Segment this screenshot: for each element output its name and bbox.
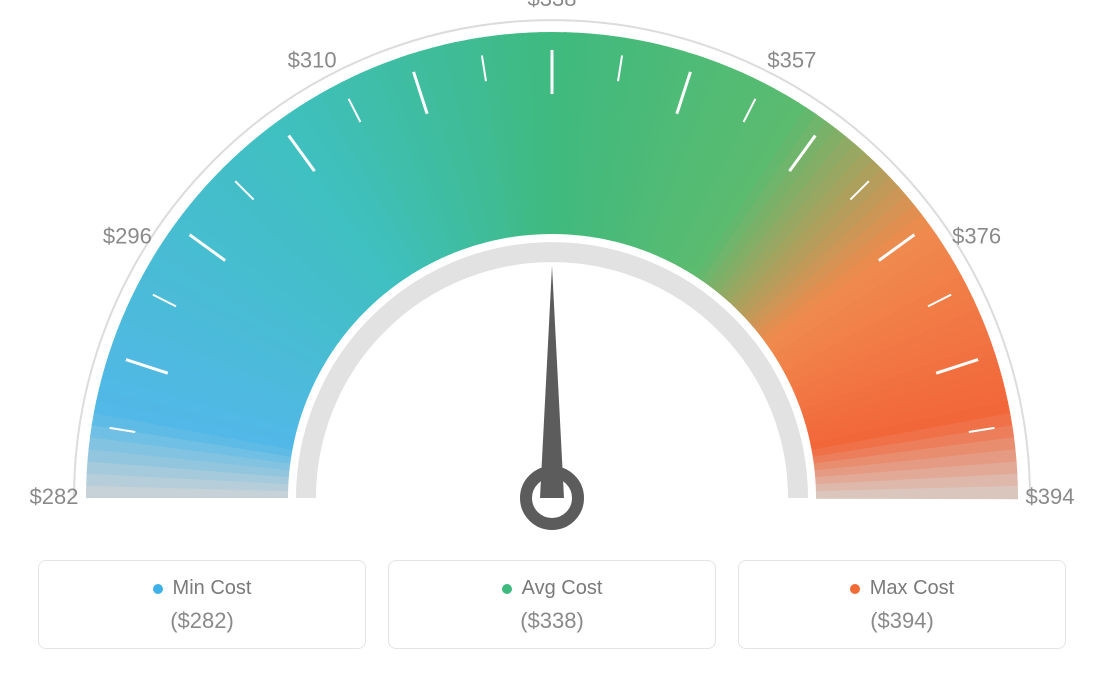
gauge-label: $310 <box>288 47 337 72</box>
legend-label-avg: Avg Cost <box>522 577 603 600</box>
gauge-svg: $282 $296 $310 $338 $357 $376 $394 <box>0 0 1104 560</box>
gauge-label: $296 <box>103 224 152 249</box>
legend-card-min: Min Cost ($282) <box>38 560 366 649</box>
legend-value-min: ($282) <box>49 608 355 634</box>
legend-title-min: Min Cost <box>153 577 252 600</box>
gauge-label: $376 <box>952 224 1001 249</box>
legend-title-avg: Avg Cost <box>502 577 603 600</box>
dot-max-icon <box>850 584 860 594</box>
dot-min-icon <box>153 584 163 594</box>
legend-card-max: Max Cost ($394) <box>738 560 1066 649</box>
gauge-label: $282 <box>30 484 79 509</box>
gauge-label: $357 <box>767 47 816 72</box>
legend-label-min: Min Cost <box>173 577 252 600</box>
gauge-label: $338 <box>528 0 577 11</box>
legend-value-max: ($394) <box>749 608 1055 634</box>
legend-value-avg: ($338) <box>399 608 705 634</box>
legend-title-max: Max Cost <box>850 577 954 600</box>
gauge-label: $394 <box>1026 484 1075 509</box>
dot-avg-icon <box>502 584 512 594</box>
cost-gauge: $282 $296 $310 $338 $357 $376 $394 <box>0 0 1104 560</box>
legend-label-max: Max Cost <box>870 577 954 600</box>
gauge-needle <box>540 266 564 498</box>
legend-card-avg: Avg Cost ($338) <box>388 560 716 649</box>
legend-row: Min Cost ($282) Avg Cost ($338) Max Cost… <box>0 560 1104 649</box>
